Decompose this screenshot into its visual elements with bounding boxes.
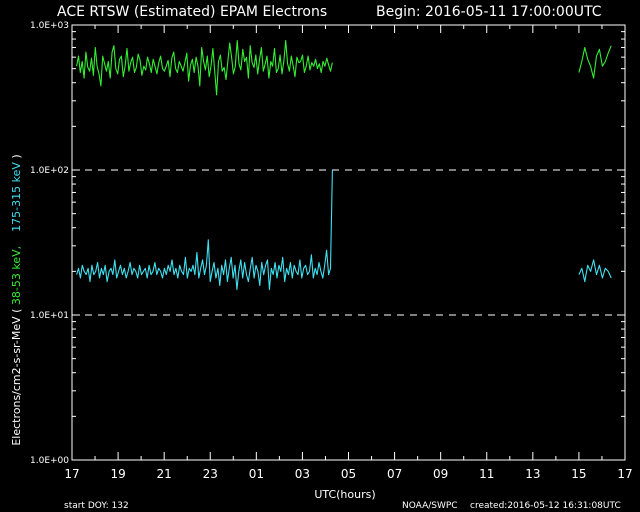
- y-axis-label-series1: 38-53 keV,: [10, 246, 23, 305]
- series-2-line-segment-2: [578, 259, 612, 283]
- x-tick-label: 05: [341, 467, 356, 481]
- y-axis-label-suffix: ): [10, 154, 23, 158]
- footer-start-doy: start DOY: 132: [64, 501, 129, 511]
- x-tick-label: 01: [249, 467, 264, 481]
- chart-title: ACE RTSW (Estimated) EPAM Electrons: [57, 4, 327, 20]
- footer-created: created:2016-05-12 16:31:08UTC: [470, 501, 621, 511]
- y-axis-label-series2: 175-315 keV: [10, 162, 23, 232]
- x-tick-label: 19: [110, 467, 125, 481]
- x-tick-label: 21: [157, 467, 172, 481]
- x-tick-label: 13: [525, 467, 540, 481]
- x-tick-label: 09: [433, 467, 448, 481]
- y-tick-label: 1.0E+01: [30, 311, 69, 321]
- x-tick-label: 17: [617, 467, 632, 481]
- x-tick-label: 07: [387, 467, 402, 481]
- y-axis-label: Electrons/cm2-s-sr-MeV ( 38-53 keV, 175-…: [10, 154, 23, 445]
- y-tick-label: 1.0E+00: [30, 456, 69, 466]
- y-axis-ticks: 1.0E+00 1.0E+01 1.0E+02 1.0E+03: [30, 21, 625, 466]
- x-axis-label: UTC(hours): [314, 488, 375, 501]
- plot-area: [71, 24, 626, 461]
- y-axis-label-prefix: Electrons/cm2-s-sr-MeV (: [10, 309, 23, 446]
- x-tick-label: 03: [295, 467, 310, 481]
- series-1-line-segment-1: [76, 40, 333, 96]
- x-tick-label: 17: [64, 467, 79, 481]
- footer-source: NOAA/SWPC: [402, 501, 458, 511]
- y-tick-label: 1.0E+02: [30, 166, 69, 176]
- x-tick-label: 15: [571, 467, 586, 481]
- chart-begin-time: Begin: 2016-05-11 17:00:00UTC: [376, 4, 602, 20]
- x-tick-label: 23: [203, 467, 218, 481]
- x-tick-label: 11: [479, 467, 494, 481]
- x-axis-ticks: 17 19 21 23 01 03 05 07 09 11 13 15 17: [64, 25, 633, 481]
- series-1-line-segment-2: [578, 45, 612, 79]
- series-2-line-segment-1: [76, 169, 333, 291]
- y-axis-label-gap: [10, 235, 23, 242]
- y-tick-label: 1.0E+03: [30, 21, 69, 31]
